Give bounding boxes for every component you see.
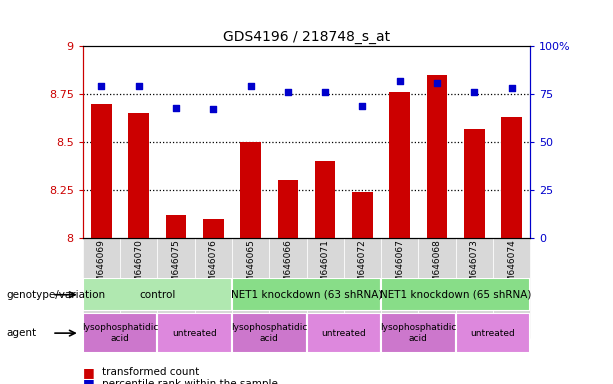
Bar — [269, 238, 306, 338]
Point — [507, 85, 517, 91]
Bar — [232, 278, 381, 311]
Text: ■: ■ — [83, 366, 94, 379]
Point — [283, 89, 293, 95]
Bar — [381, 238, 419, 338]
Bar — [352, 192, 373, 238]
Title: GDS4196 / 218748_s_at: GDS4196 / 218748_s_at — [223, 30, 390, 44]
Bar — [427, 75, 447, 238]
Bar — [158, 238, 195, 338]
Bar — [306, 313, 381, 353]
Bar — [120, 238, 158, 338]
Point — [395, 78, 405, 84]
Text: untreated: untreated — [172, 329, 217, 338]
Point — [357, 103, 367, 109]
Bar — [464, 129, 484, 238]
Text: untreated: untreated — [321, 329, 366, 338]
Bar — [195, 238, 232, 338]
Bar — [203, 219, 224, 238]
Point — [96, 83, 106, 89]
Point — [470, 89, 479, 95]
Bar — [83, 238, 120, 338]
Bar — [419, 238, 455, 338]
Bar — [240, 142, 261, 238]
Text: agent: agent — [6, 328, 36, 338]
Bar — [83, 278, 232, 311]
Bar — [232, 313, 306, 353]
Bar — [315, 161, 335, 238]
Point — [432, 79, 442, 86]
Bar — [493, 238, 530, 338]
Point — [171, 104, 181, 111]
Text: untreated: untreated — [471, 329, 516, 338]
Text: ■: ■ — [83, 377, 94, 384]
Bar — [166, 215, 186, 238]
Bar — [344, 238, 381, 338]
Text: percentile rank within the sample: percentile rank within the sample — [102, 379, 278, 384]
Point — [134, 83, 143, 89]
Bar — [389, 92, 410, 238]
Text: lysophosphatidic
acid: lysophosphatidic acid — [231, 323, 307, 343]
Bar — [232, 238, 269, 338]
Point — [320, 89, 330, 95]
Text: NET1 knockdown (63 shRNA): NET1 knockdown (63 shRNA) — [231, 290, 382, 300]
Bar — [455, 313, 530, 353]
Bar — [129, 113, 149, 238]
Text: NET1 knockdown (65 shRNA): NET1 knockdown (65 shRNA) — [380, 290, 531, 300]
Bar — [455, 238, 493, 338]
Text: genotype/variation: genotype/variation — [6, 290, 105, 300]
Bar — [91, 104, 112, 238]
Bar — [83, 313, 158, 353]
Text: transformed count: transformed count — [102, 367, 200, 377]
Text: lysophosphatidic
acid: lysophosphatidic acid — [380, 323, 457, 343]
Text: control: control — [139, 290, 175, 300]
Text: lysophosphatidic
acid: lysophosphatidic acid — [82, 323, 158, 343]
Point — [208, 106, 218, 113]
Bar — [306, 238, 344, 338]
Bar — [501, 117, 522, 238]
Bar — [381, 313, 455, 353]
Bar — [158, 313, 232, 353]
Bar — [278, 180, 298, 238]
Bar — [381, 278, 530, 311]
Point — [246, 83, 256, 89]
